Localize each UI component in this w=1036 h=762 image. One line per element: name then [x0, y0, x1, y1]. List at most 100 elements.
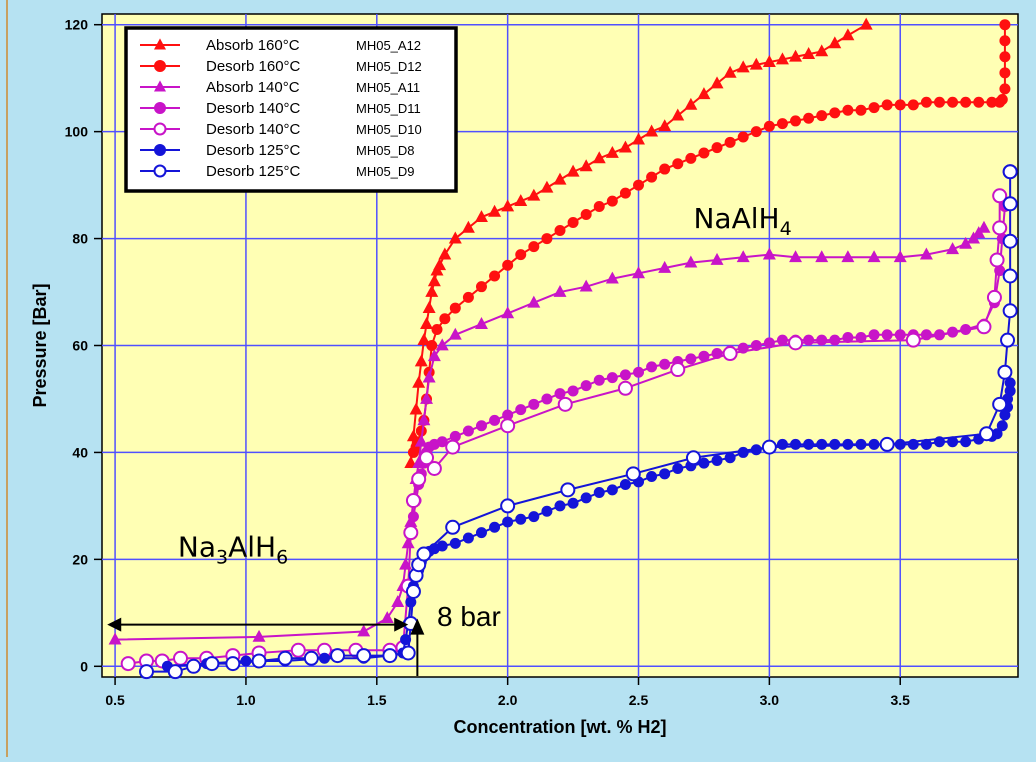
- data-point: [502, 516, 514, 528]
- data-point: [173, 650, 189, 666]
- data-point: [724, 452, 736, 464]
- region-label-naalh4-part: NaAlH: [693, 202, 779, 235]
- data-point: [461, 220, 475, 233]
- data-point: [698, 457, 710, 469]
- data-point: [567, 497, 579, 509]
- data-point: [802, 47, 816, 59]
- data-point: [828, 36, 842, 49]
- data-point: [946, 242, 960, 255]
- legend-entry: Desorb 125°C MH05_D9: [140, 163, 415, 180]
- data-point: [425, 284, 439, 297]
- legend-code: MH05_A12: [356, 38, 421, 53]
- data-point: [999, 19, 1011, 31]
- data-point: [619, 479, 631, 491]
- data-point: [633, 179, 645, 191]
- data-point: [816, 110, 828, 122]
- data-point: [789, 49, 803, 62]
- data-point: [829, 438, 841, 450]
- pressure-annotation: 8 bar: [437, 601, 501, 632]
- data-point: [475, 420, 487, 432]
- data-point: [763, 120, 775, 132]
- data-point: [489, 414, 501, 426]
- legend-swatch-marker: [154, 102, 166, 114]
- legend-label: Desorb 160°C: [206, 58, 301, 75]
- data-point: [710, 76, 724, 89]
- x-tick-label: 2.0: [498, 692, 518, 708]
- data-point: [407, 511, 419, 523]
- data-point: [685, 152, 697, 164]
- data-point: [502, 409, 514, 421]
- data-point: [919, 247, 933, 260]
- data-point: [633, 366, 645, 378]
- data-point: [527, 188, 541, 201]
- data-point: [592, 151, 606, 164]
- data-point: [989, 252, 1005, 268]
- data-point: [449, 430, 461, 442]
- data-point: [414, 354, 428, 367]
- data-point: [1002, 196, 1018, 212]
- data-point: [977, 220, 991, 233]
- data-point: [417, 413, 431, 426]
- data-point: [737, 446, 749, 458]
- data-point: [120, 656, 136, 672]
- data-point: [684, 255, 698, 268]
- data-point: [593, 200, 605, 212]
- legend-code: MH05_D11: [356, 101, 421, 116]
- y-tick-label: 80: [72, 231, 88, 247]
- data-point: [881, 329, 893, 341]
- data-point: [722, 346, 738, 362]
- range-arrow-head-left: [107, 617, 122, 632]
- data-point: [724, 136, 736, 148]
- data-point: [947, 96, 959, 108]
- legend-swatch-marker: [153, 122, 167, 136]
- data-point: [841, 250, 855, 263]
- data-point: [414, 434, 428, 447]
- data-point: [515, 513, 527, 525]
- data-point: [960, 96, 972, 108]
- data-point: [842, 104, 854, 116]
- data-point: [462, 532, 474, 544]
- data-point: [933, 96, 945, 108]
- data-point: [905, 332, 921, 348]
- data-point: [632, 132, 645, 145]
- data-point: [515, 249, 527, 261]
- legend-swatch-marker: [154, 60, 166, 72]
- data-point: [749, 57, 763, 70]
- legend-swatch-marker: [153, 80, 167, 92]
- data-point: [515, 404, 527, 416]
- data-point: [617, 380, 633, 396]
- data-point: [580, 492, 592, 504]
- data-point: [580, 380, 592, 392]
- data-point: [790, 115, 802, 127]
- region-label-na3alh6-part: 6: [276, 547, 288, 569]
- data-point: [500, 418, 516, 434]
- data-point: [881, 99, 893, 111]
- data-point: [554, 500, 566, 512]
- legend-swatch-marker: [154, 144, 166, 156]
- data-point: [528, 511, 540, 523]
- data-point: [737, 131, 749, 143]
- data-point: [625, 466, 641, 482]
- data-point: [449, 302, 461, 314]
- data-point: [419, 450, 435, 466]
- data-point: [438, 247, 452, 260]
- data-point: [606, 372, 618, 384]
- data-point: [445, 439, 461, 455]
- data-point: [433, 258, 447, 271]
- data-point: [711, 142, 723, 154]
- data-point: [1002, 303, 1018, 319]
- data-point: [501, 306, 515, 319]
- data-point: [427, 274, 441, 287]
- data-point: [400, 645, 416, 661]
- data-point: [606, 195, 618, 207]
- y-tick-label: 100: [65, 124, 89, 140]
- data-point: [855, 104, 867, 116]
- data-point: [879, 436, 895, 452]
- data-point: [605, 145, 619, 158]
- data-point: [605, 271, 619, 284]
- pressure-concentration-chart: 0 20 40 60 80 100 120 0.5 1.0 1.5 2.0 2.5 3.0 3.5 Conc…: [8, 0, 1036, 757]
- data-point: [251, 653, 267, 669]
- data-point: [868, 329, 880, 341]
- data-point: [658, 119, 672, 132]
- region-label-naalh4-part: 4: [780, 218, 792, 240]
